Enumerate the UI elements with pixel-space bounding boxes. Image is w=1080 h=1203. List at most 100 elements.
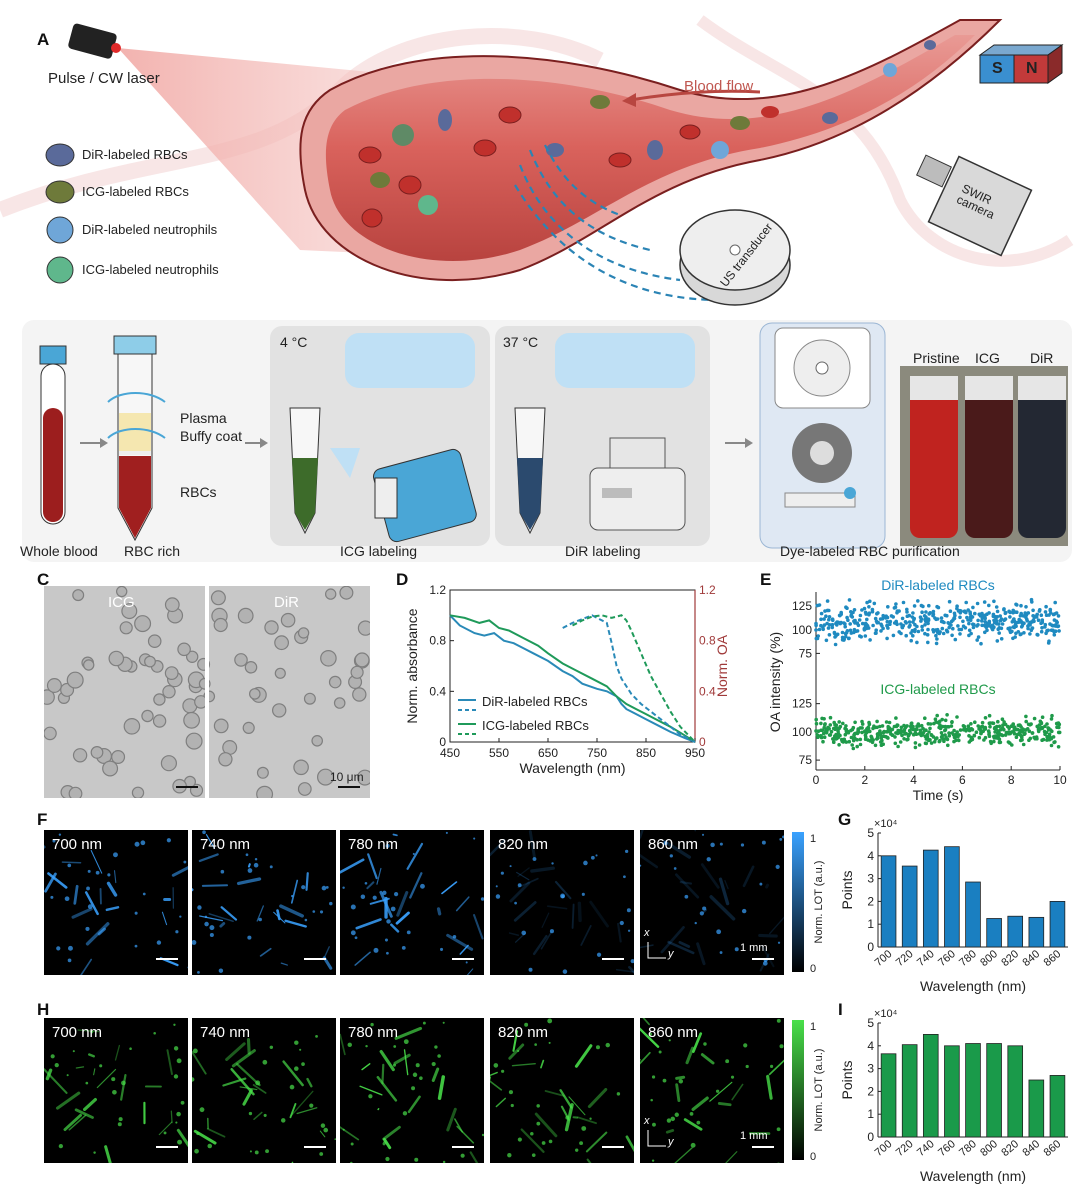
dot	[776, 1127, 781, 1132]
data-point	[880, 617, 885, 621]
dot	[347, 1042, 352, 1048]
x-tick-label: 860	[1042, 948, 1064, 969]
dot	[674, 1112, 679, 1117]
y-tick-label: 1.2	[429, 583, 446, 597]
dot	[495, 894, 501, 899]
data-point	[898, 740, 903, 744]
dot	[370, 1022, 374, 1027]
dot	[702, 906, 707, 911]
dot	[58, 1143, 64, 1149]
vessel	[106, 881, 118, 897]
vessel	[547, 905, 568, 910]
data-point	[932, 740, 937, 744]
data-point	[841, 721, 845, 726]
data-point	[1022, 631, 1026, 635]
tube-label-icg: ICG	[975, 350, 1000, 366]
data-point	[958, 632, 962, 636]
data-point	[917, 732, 922, 736]
vessel	[532, 934, 548, 956]
data-point	[833, 735, 838, 740]
data-point	[863, 729, 867, 733]
data-point	[860, 726, 864, 730]
data-point	[943, 613, 947, 618]
dot	[678, 1079, 684, 1084]
data-point	[843, 631, 848, 636]
data-point	[863, 610, 868, 615]
vessel	[61, 861, 82, 864]
vessel	[282, 1060, 304, 1087]
blood-flow-label: Blood flow	[684, 78, 754, 95]
vessel	[395, 911, 410, 925]
data-point	[914, 732, 919, 736]
data-point	[943, 733, 947, 737]
y-tick-label: 0.4	[429, 684, 446, 698]
rbc-cell	[339, 586, 354, 600]
data-point	[1043, 610, 1048, 614]
vessel	[683, 1118, 703, 1131]
lot-image	[640, 1018, 784, 1163]
dot	[58, 833, 62, 836]
rbc-cell	[213, 617, 228, 633]
dot	[777, 941, 781, 944]
dot	[291, 894, 294, 898]
vessel	[718, 877, 730, 906]
vessel	[83, 1097, 97, 1111]
data-point	[844, 605, 848, 609]
vessel	[431, 1067, 440, 1082]
data-point	[931, 609, 936, 614]
data-point	[1015, 727, 1019, 732]
dot	[107, 873, 111, 877]
dot	[85, 926, 90, 931]
data-point	[870, 609, 875, 614]
lot-image-tile: 740 nm	[192, 1018, 336, 1163]
vessel	[77, 1029, 100, 1033]
dot	[192, 940, 197, 945]
data-point	[1019, 632, 1023, 636]
dot	[534, 1043, 537, 1046]
y-tick-label: 2	[867, 894, 874, 908]
dot	[662, 1078, 667, 1083]
rbc-cell	[162, 684, 176, 699]
data-point	[948, 609, 953, 613]
data-point	[843, 624, 847, 629]
bar	[986, 1043, 1002, 1138]
data-point	[922, 614, 927, 618]
data-point	[1046, 728, 1051, 732]
vessel	[459, 944, 469, 955]
lot-image	[640, 830, 784, 972]
data-point	[912, 604, 917, 608]
colorbar-label: Norm. LOT (a.u.)	[813, 861, 825, 944]
data-point	[936, 630, 940, 635]
rbc-cell	[147, 634, 162, 648]
vessel	[359, 1085, 383, 1096]
data-point	[890, 727, 895, 732]
data-point	[958, 728, 963, 732]
dot	[439, 947, 444, 951]
vessel	[512, 1030, 519, 1052]
data-point	[1014, 735, 1019, 739]
dot	[481, 1133, 484, 1137]
data-point	[963, 626, 968, 630]
dot	[626, 908, 631, 913]
dot	[420, 883, 425, 889]
rbc-cell	[164, 597, 180, 613]
data-point	[975, 638, 979, 642]
data-point	[1040, 738, 1044, 742]
x-tick-label: 760	[936, 1138, 958, 1159]
data-point	[1030, 731, 1035, 735]
data-point	[958, 615, 962, 620]
data-point	[923, 623, 927, 627]
whole-blood-tube	[39, 345, 67, 525]
data-point	[1057, 725, 1061, 730]
data-point	[828, 733, 833, 737]
dot	[668, 1039, 671, 1042]
y-tick-label: 1	[867, 917, 874, 931]
micrograph-scalebar-left	[176, 786, 198, 788]
data-point	[891, 633, 896, 638]
dot	[319, 1152, 324, 1156]
dot	[666, 1118, 672, 1123]
data-point	[977, 735, 982, 740]
rbc-cell	[280, 612, 296, 628]
data-point	[961, 619, 965, 624]
x-axis-label: Wavelength (nm)	[920, 1168, 1026, 1184]
